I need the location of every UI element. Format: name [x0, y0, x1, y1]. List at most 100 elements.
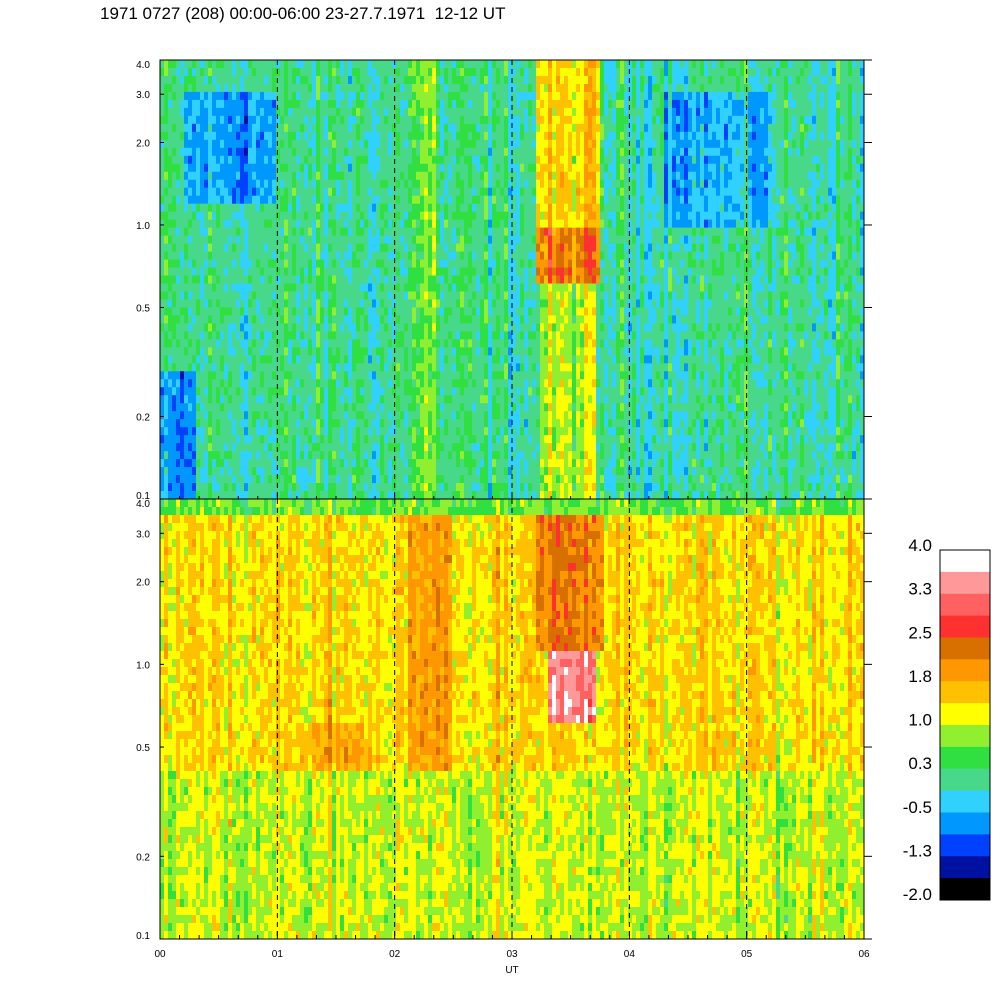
- heatmap-cell: [304, 147, 309, 157]
- heatmap-cell: [380, 339, 385, 348]
- heatmap-cell: [216, 235, 221, 245]
- heatmap-cell: [292, 115, 297, 125]
- heatmap-cell: [512, 195, 517, 205]
- heatmap-cell: [360, 387, 365, 396]
- heatmap-cell: [328, 211, 333, 221]
- heatmap-cell: [172, 179, 177, 189]
- heatmap-cell: [340, 60, 345, 69]
- heatmap-cell: [284, 60, 289, 69]
- heatmap-cell: [428, 67, 433, 77]
- heatmap-cell: [372, 323, 377, 332]
- heatmap-cell: [320, 131, 325, 141]
- heatmap-cell: [276, 163, 281, 173]
- heatmap-cell: [484, 315, 489, 324]
- heatmap-cell: [336, 395, 341, 404]
- heatmap-cell: [256, 355, 261, 364]
- heatmap-cell: [232, 427, 237, 436]
- heatmap-cell: [372, 283, 377, 293]
- heatmap-cell: [512, 339, 517, 348]
- heatmap-cell: [332, 227, 337, 237]
- heatmap-cell: [344, 83, 349, 93]
- heatmap-cell: [456, 163, 461, 173]
- heatmap-cell: [200, 115, 205, 125]
- heatmap-cell: [432, 179, 437, 189]
- heatmap-cell: [380, 115, 385, 125]
- heatmap-cell: [332, 107, 337, 117]
- heatmap-cell: [204, 395, 209, 404]
- heatmap-cell: [360, 139, 365, 149]
- heatmap-cell: [340, 379, 345, 388]
- heatmap-cell: [340, 243, 345, 253]
- heatmap-cell: [404, 60, 409, 69]
- heatmap-cell: [448, 435, 453, 444]
- heatmap-cell: [268, 283, 273, 293]
- heatmap-cell: [304, 403, 309, 412]
- heatmap-cell: [372, 60, 377, 69]
- heatmap-cell: [232, 339, 237, 348]
- heatmap-cell: [160, 139, 165, 149]
- heatmap-cell: [276, 203, 281, 213]
- heatmap-cell: [264, 459, 269, 468]
- heatmap-cell: [492, 491, 497, 499]
- heatmap-cell: [452, 171, 457, 181]
- heatmap-cell: [356, 219, 361, 229]
- heatmap-cell: [244, 115, 249, 125]
- heatmap-cell: [332, 75, 337, 85]
- heatmap-cell: [192, 387, 197, 396]
- heatmap-cell: [212, 147, 217, 157]
- heatmap-cell: [228, 259, 233, 269]
- heatmap-cell: [204, 259, 209, 269]
- heatmap-cell: [216, 243, 221, 253]
- heatmap-cell: [252, 411, 257, 420]
- heatmap-cell: [160, 99, 165, 109]
- heatmap-cell: [508, 411, 513, 420]
- heatmap-cell: [508, 235, 513, 245]
- heatmap-cell: [224, 403, 229, 412]
- heatmap-cell: [308, 123, 313, 133]
- heatmap-cell: [344, 411, 349, 420]
- heatmap-cell: [296, 83, 301, 93]
- heatmap-cell: [372, 435, 377, 444]
- heatmap-cell: [348, 419, 353, 428]
- heatmap-cell: [436, 427, 441, 436]
- heatmap-cell: [192, 131, 197, 141]
- heatmap-cell: [308, 315, 313, 324]
- heatmap-cell: [324, 491, 329, 499]
- heatmap-cell: [232, 163, 237, 173]
- heatmap-cell: [360, 371, 365, 380]
- heatmap-cell: [268, 123, 273, 133]
- heatmap-cell: [300, 339, 305, 348]
- heatmap-cell: [252, 187, 257, 197]
- heatmap-cell: [296, 315, 301, 324]
- heatmap-cell: [252, 443, 257, 452]
- heatmap-cell: [172, 347, 177, 356]
- heatmap-cell: [484, 267, 489, 277]
- heatmap-cell: [364, 275, 369, 285]
- heatmap-cell: [484, 283, 489, 293]
- heatmap-cell: [168, 483, 173, 492]
- heatmap-cell: [400, 67, 405, 77]
- heatmap-cell: [484, 155, 489, 165]
- heatmap-cell: [260, 267, 265, 277]
- heatmap-cell: [356, 419, 361, 428]
- heatmap-cell: [168, 411, 173, 420]
- heatmap-cell: [356, 451, 361, 460]
- heatmap-cell: [212, 179, 217, 189]
- heatmap-cell: [280, 267, 285, 277]
- heatmap-cell: [408, 475, 413, 484]
- heatmap-cell: [180, 379, 185, 388]
- heatmap-cell: [168, 171, 173, 181]
- heatmap-cell: [220, 371, 225, 380]
- heatmap-cell: [488, 123, 493, 133]
- heatmap-cell: [384, 427, 389, 436]
- heatmap-cell: [204, 115, 209, 125]
- heatmap-cell: [296, 259, 301, 269]
- heatmap-cell: [180, 115, 185, 125]
- heatmap-cell: [304, 83, 309, 93]
- heatmap-cell: [476, 171, 481, 181]
- heatmap-cell: [260, 163, 265, 173]
- heatmap-cell: [424, 99, 429, 109]
- heatmap-cell: [328, 307, 333, 317]
- heatmap-cell: [392, 331, 397, 340]
- heatmap-cell: [400, 139, 405, 149]
